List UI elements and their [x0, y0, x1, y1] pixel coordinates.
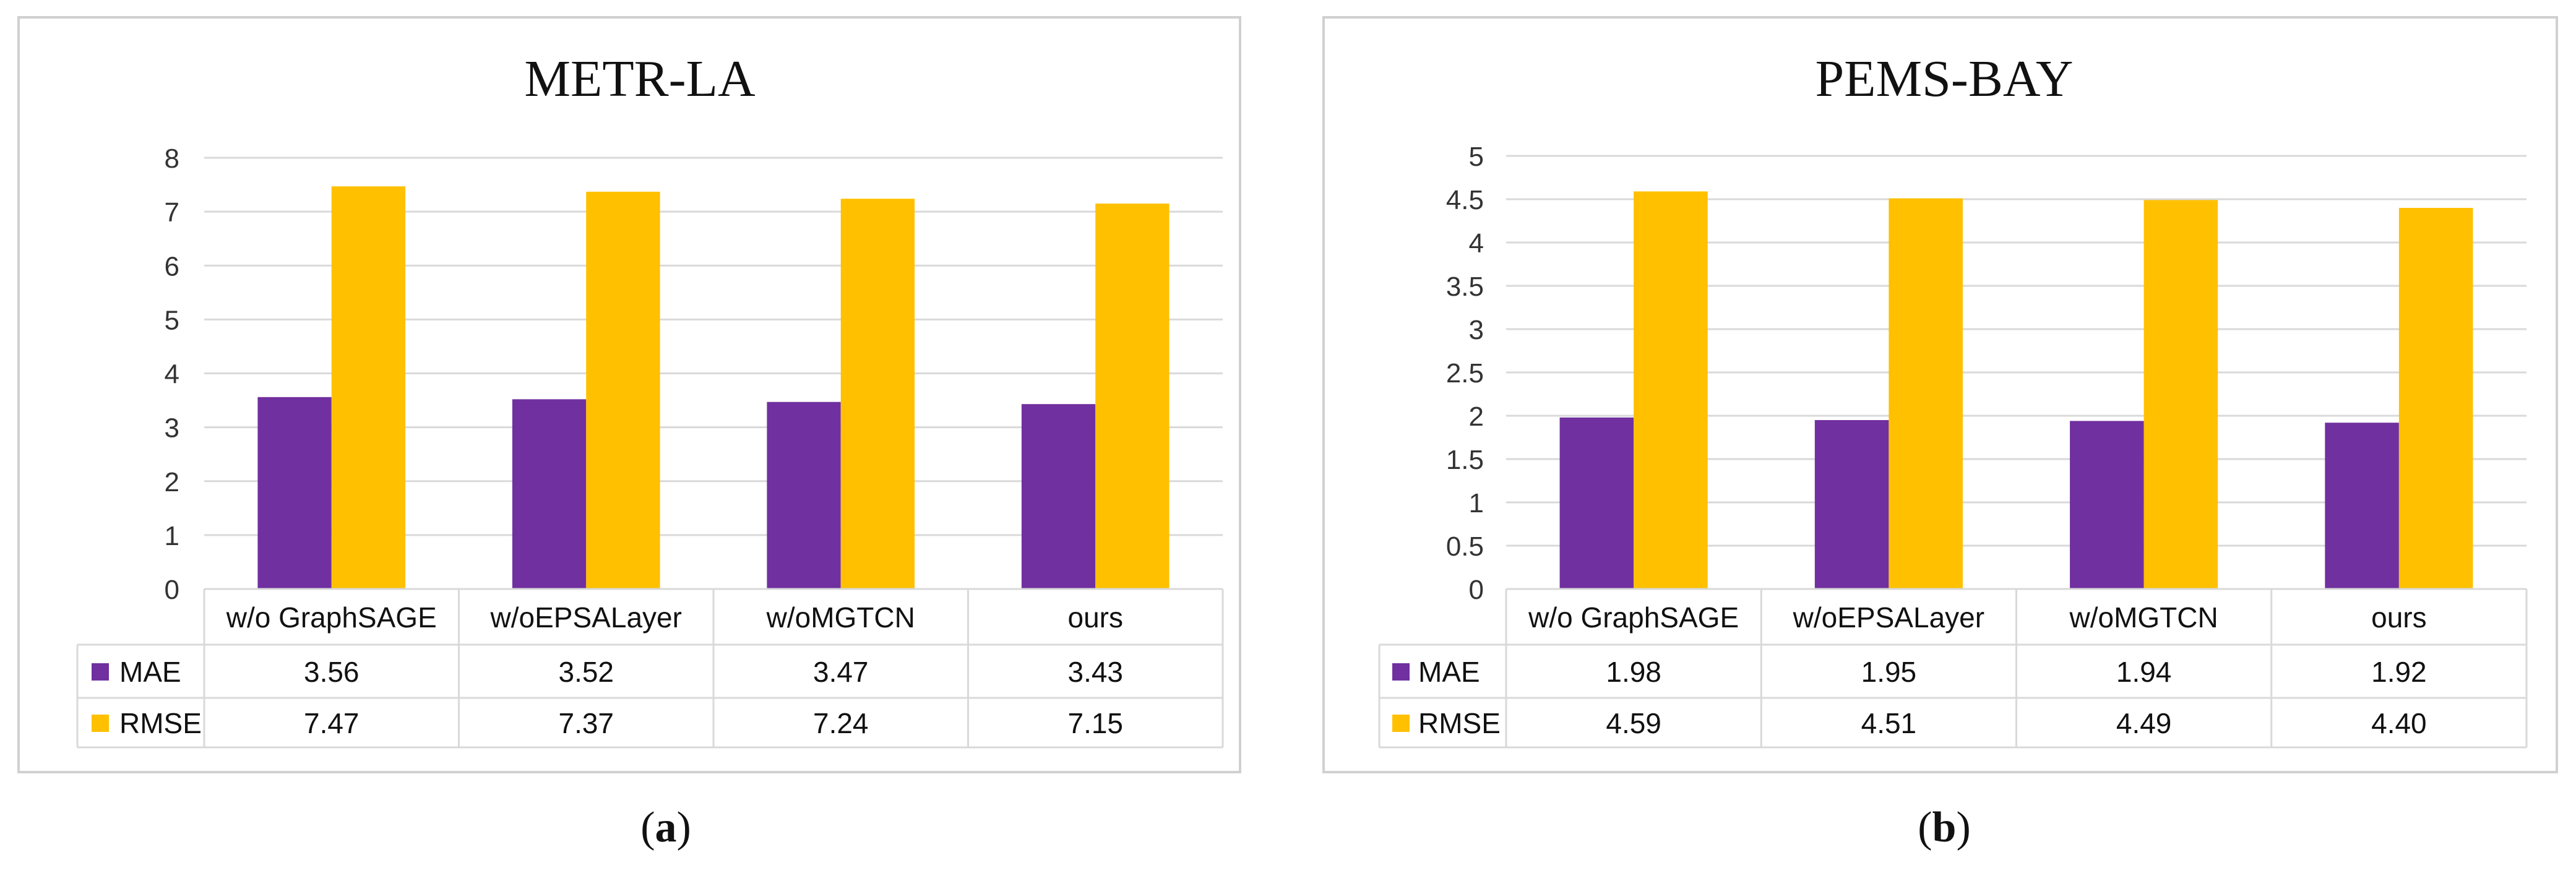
chart-b-y-tick-label: 3 [1469, 315, 1484, 345]
chart-a-bar-rmse [331, 186, 406, 589]
chart-b-y-tick-label: 1.5 [1446, 445, 1484, 475]
chart-b-legend-label-rmse: RMSE [1418, 707, 1501, 739]
chart-a-y-tick-label: 0 [165, 575, 179, 605]
chart-b-data-label-rmse: 4.51 [1861, 707, 1917, 739]
chart-a-bar-mae [1021, 404, 1096, 589]
chart-a-y-tick-label: 4 [165, 359, 179, 390]
chart-a-bar-rmse [586, 191, 660, 589]
chart-a-category-label: w/oMGTCN [766, 601, 915, 634]
chart-b-data-label-mae: 1.94 [2116, 656, 2172, 688]
chart-b-bar-mae [1559, 417, 1634, 589]
chart-a-y-tick-label: 3 [165, 413, 179, 444]
chart-a-legend-label-mae: MAE [119, 656, 181, 688]
chart-b-data-label-mae: 1.92 [2371, 656, 2427, 688]
chart-b-category-label: w/oMGTCN [2069, 601, 2218, 634]
chart-a-bar-mae [767, 402, 841, 589]
chart-a-y-tick-label: 8 [165, 144, 179, 174]
chart-a-data-label-rmse: 7.24 [813, 707, 869, 739]
chart-b-bar-mae [2325, 423, 2399, 589]
chart-a-data-label-mae: 3.52 [558, 656, 614, 688]
chart-b-category-label: ours [2371, 601, 2426, 634]
chart-a-y-tick-label: 2 [165, 467, 179, 497]
chart-b-bar-rmse [1889, 198, 1963, 590]
chart-b-bar-mae [2070, 421, 2144, 589]
chart-a-y-tick-label: 7 [165, 197, 179, 228]
chart-a-caption: (a) [640, 804, 691, 851]
chart-b-bar-rmse [2143, 200, 2218, 589]
chart-b-y-tick-label: 4.5 [1446, 185, 1484, 215]
chart-b-data-label-mae: 1.98 [1606, 656, 1661, 688]
chart-a-y-tick-label: 5 [165, 305, 179, 335]
chart-a-data-label-rmse: 7.37 [558, 707, 614, 739]
chart-a-data-label-mae: 3.47 [813, 656, 869, 688]
chart-b-y-tick-label: 4 [1469, 228, 1484, 259]
chart-a-category-label: ours [1068, 601, 1123, 634]
chart-b-legend-label-mae: MAE [1418, 656, 1480, 688]
chart-a-bar-mae [257, 397, 332, 589]
chart-b-bar-rmse [1634, 191, 1708, 589]
chart-a-y-tick-label: 6 [165, 251, 179, 281]
chart-a-legend-swatch-mae [92, 663, 109, 681]
chart-a-category-label: w/o GraphSAGE [226, 601, 437, 634]
chart-a-bar-rmse [1095, 204, 1170, 589]
chart-a-data-label-mae: 3.43 [1067, 656, 1123, 688]
chart-b-data-label-rmse: 4.49 [2116, 707, 2172, 739]
chart-b-y-tick-label: 2 [1469, 402, 1484, 432]
chart-b-data-label-mae: 1.95 [1861, 656, 1917, 688]
chart-b-y-tick-label: 2.5 [1446, 358, 1484, 389]
chart-a-bar-mae [512, 399, 587, 589]
chart-a-data-label-rmse: 7.15 [1067, 707, 1123, 739]
chart-b-category-label: w/o GraphSAGE [1528, 601, 1739, 634]
chart-a-data-label-rmse: 7.47 [304, 707, 360, 739]
chart-b-data-label-rmse: 4.40 [2371, 707, 2427, 739]
chart-b-y-tick-label: 3.5 [1446, 272, 1484, 302]
chart-b-bar-rmse [2398, 208, 2473, 589]
chart-a-legend-swatch-rmse [92, 715, 109, 732]
chart-b-title: PEMS-BAY [1815, 50, 2073, 108]
chart-a-title: METR-LA [524, 50, 756, 108]
chart-b-category-label: w/oEPSALayer [1793, 601, 1984, 634]
chart-b-bar-mae [1814, 420, 1889, 589]
chart-a-y-tick-label: 1 [165, 521, 179, 551]
chart-b-legend-swatch-rmse [1392, 715, 1410, 732]
chart-b-y-tick-label: 1 [1469, 488, 1484, 518]
chart-a-data-label-mae: 3.56 [304, 656, 360, 688]
chart-b-legend-swatch-mae [1392, 663, 1410, 681]
chart-b-y-tick-label: 5 [1469, 142, 1484, 172]
chart-a-category-label: w/oEPSALayer [490, 601, 682, 634]
chart-b-y-tick-label: 0.5 [1446, 531, 1484, 562]
chart-a-legend-label-rmse: RMSE [119, 707, 202, 739]
chart-b-caption: (b) [1918, 804, 1971, 851]
chart-b-y-tick-label: 0 [1469, 575, 1484, 605]
chart-a-bar-rmse [840, 199, 915, 590]
chart-b-data-label-rmse: 4.59 [1606, 707, 1661, 739]
